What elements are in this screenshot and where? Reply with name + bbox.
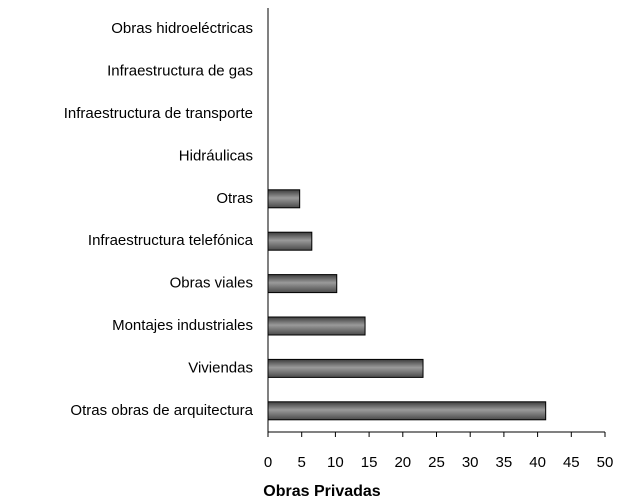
y-tick-label: Infraestructura de transporte xyxy=(64,105,253,122)
x-tick-label: 50 xyxy=(597,454,614,471)
bar xyxy=(267,189,301,209)
y-tick-label: Obras viales xyxy=(170,275,253,292)
x-tick-label: 20 xyxy=(394,454,411,471)
x-tick-label: 35 xyxy=(496,454,513,471)
x-tick-label: 15 xyxy=(361,454,378,471)
bar xyxy=(267,231,313,251)
y-tick-label: Otras xyxy=(216,190,253,207)
x-tick-label: 0 xyxy=(264,454,272,471)
bar xyxy=(267,316,366,336)
x-tick-label: 25 xyxy=(428,454,445,471)
bar xyxy=(267,358,424,378)
y-tick-label: Infraestructura de gas xyxy=(107,63,253,80)
y-tick-label: Otras obras de arquitectura xyxy=(70,402,253,419)
x-tick-label: 40 xyxy=(529,454,546,471)
x-tick-label: 10 xyxy=(327,454,344,471)
bar xyxy=(267,274,338,294)
y-tick-label: Montajes industriales xyxy=(112,317,253,334)
x-tick-label: 5 xyxy=(298,454,306,471)
x-axis-title: Obras Privadas xyxy=(263,483,381,500)
y-tick-label: Obras hidroeléctricas xyxy=(111,20,253,37)
bar xyxy=(267,401,547,421)
x-tick-label: 30 xyxy=(462,454,479,471)
y-tick-label: Hidráulicas xyxy=(179,147,253,164)
y-tick-label: Infraestructura telefónica xyxy=(88,232,254,249)
x-tick-label: 45 xyxy=(563,454,580,471)
y-tick-label: Viviendas xyxy=(188,359,253,376)
